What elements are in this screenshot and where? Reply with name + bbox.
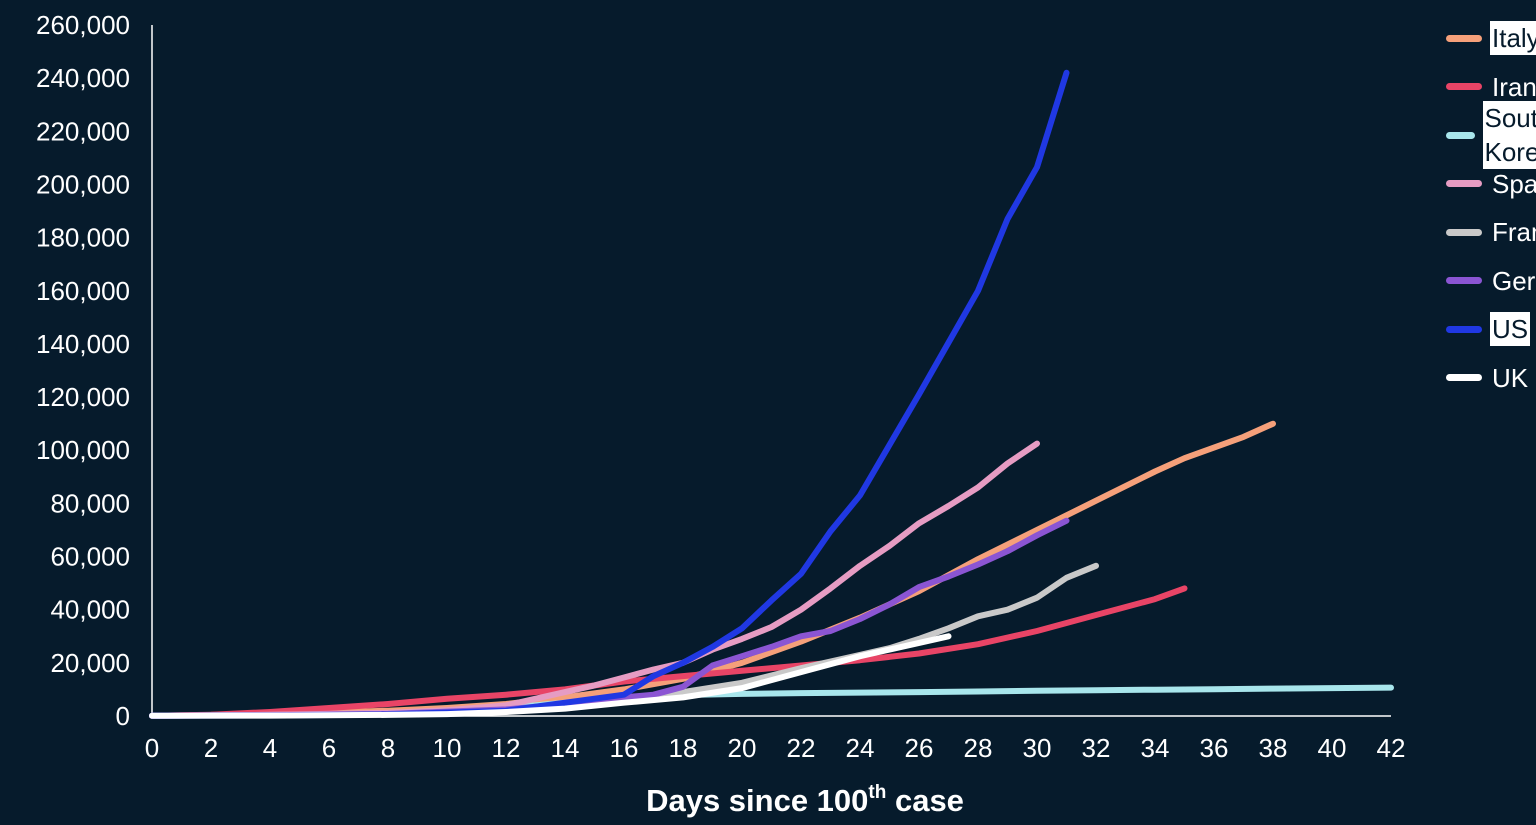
y-tick-label: 120,000 [36, 382, 130, 412]
x-tick-label: 30 [1023, 733, 1052, 763]
x-tick-label: 2 [204, 733, 218, 763]
y-tick-label: 20,000 [50, 648, 130, 678]
x-tick-label: 16 [610, 733, 639, 763]
x-tick-label: 32 [1082, 733, 1111, 763]
y-tick-label: 180,000 [36, 223, 130, 253]
legend: Italy IranSouth KoreaSpain France Germany US… [1446, 14, 1536, 402]
legend-swatch [1446, 180, 1482, 188]
legend-label: US [1490, 312, 1531, 347]
legend-label: South Korea [1482, 101, 1536, 170]
legend-swatch [1446, 325, 1482, 333]
legend-item-spain: Spain [1446, 160, 1536, 209]
x-tick-label: 24 [846, 733, 875, 763]
x-tick-label: 36 [1200, 733, 1229, 763]
x-tick-label: 26 [905, 733, 934, 763]
legend-label: Italy [1490, 21, 1536, 56]
y-tick-label: 160,000 [36, 276, 130, 306]
legend-item-italy: Italy [1446, 14, 1536, 63]
series-lines [149, 69, 1394, 719]
x-tick-label: 14 [551, 733, 580, 763]
y-tick-label: 220,000 [36, 116, 130, 146]
y-tick-label: 100,000 [36, 435, 130, 465]
legend-swatch [1446, 277, 1482, 285]
series-line-us [149, 69, 1070, 719]
x-tick-label: 28 [964, 733, 993, 763]
legend-label: UK [1492, 362, 1529, 393]
legend-item-uk: UK [1446, 354, 1536, 403]
legend-label: Germany [1492, 265, 1536, 296]
x-tick-label: 34 [1141, 733, 1170, 763]
series-line-spain [149, 440, 1040, 719]
x-axis-label: Days since 100th case [0, 783, 1536, 819]
y-tick-labels: 0 20,000 40,000 60,000 80,000 100,000 120,000 1… [36, 10, 130, 731]
legend-swatch [1446, 131, 1475, 139]
x-tick-label: 10 [433, 733, 462, 763]
x-axis-label-suffix: case [886, 783, 964, 818]
legend-item-germany: Germany [1446, 257, 1536, 306]
x-axis-label-superscript: th [868, 782, 887, 803]
x-tick-label: 40 [1318, 733, 1347, 763]
legend-label: Iran [1492, 71, 1536, 102]
legend-item-us: US [1446, 305, 1536, 354]
y-tick-label: 200,000 [36, 169, 130, 199]
x-tick-label: 42 [1377, 733, 1406, 763]
y-tick-label: 60,000 [50, 542, 130, 572]
x-tick-label: 12 [492, 733, 521, 763]
series-line-uk [149, 633, 952, 719]
legend-item-south-korea: South Korea [1446, 101, 1536, 170]
legend-item-iran: Iran [1446, 63, 1536, 112]
x-tick-label: 4 [263, 733, 277, 763]
x-tick-label: 22 [787, 733, 816, 763]
x-tick-label: 8 [381, 733, 395, 763]
x-axis-label-text: Days since 100 [646, 783, 869, 818]
y-tick-label: 0 [116, 701, 130, 731]
y-tick-label: 240,000 [36, 63, 130, 93]
x-tick-labels: 0 2 4 6 8 10 12 14 16 18 20 22 24 26 28 30 32 34 36 38 40 42 [145, 733, 1406, 763]
x-tick-label: 0 [145, 733, 159, 763]
y-tick-label: 40,000 [50, 595, 130, 625]
x-tick-label: 18 [669, 733, 698, 763]
x-tick-label: 6 [322, 733, 336, 763]
series-line-iran [149, 585, 1188, 719]
legend-swatch [1446, 83, 1482, 91]
y-tick-label: 260,000 [36, 10, 130, 40]
x-tick-label: 20 [728, 733, 757, 763]
legend-swatch [1446, 228, 1482, 236]
x-tick-label: 38 [1259, 733, 1288, 763]
legend-swatch [1446, 374, 1482, 382]
legend-swatch [1446, 34, 1482, 42]
legend-label: Spain [1492, 168, 1536, 199]
y-tick-label: 80,000 [50, 488, 130, 518]
legend-label: France [1492, 217, 1536, 248]
y-tick-label: 140,000 [36, 329, 130, 359]
legend-item-france: France [1446, 208, 1536, 257]
